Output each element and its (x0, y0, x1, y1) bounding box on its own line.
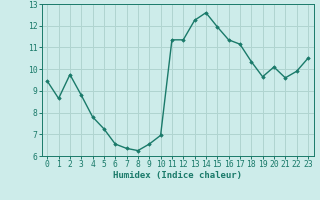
X-axis label: Humidex (Indice chaleur): Humidex (Indice chaleur) (113, 171, 242, 180)
